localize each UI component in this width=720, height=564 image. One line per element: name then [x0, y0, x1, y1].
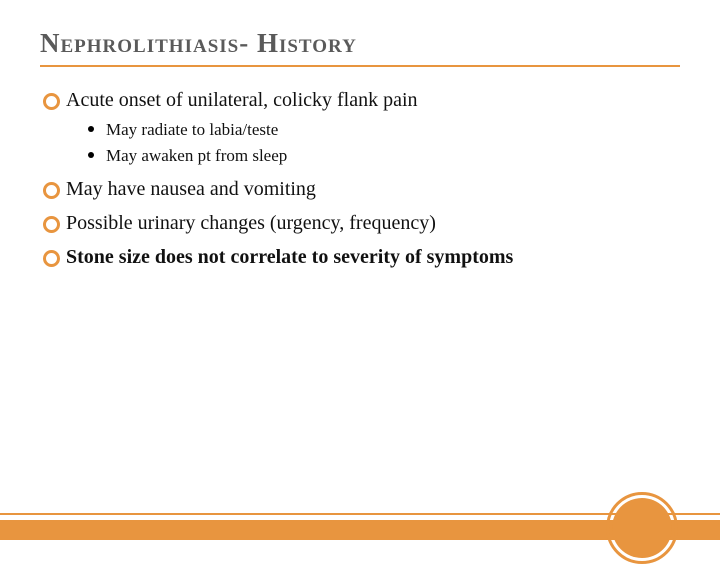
list-item: May have nausea and vomiting [40, 174, 680, 204]
list-item: Possible urinary changes (urgency, frequ… [40, 208, 680, 238]
list-item-text: Possible urinary changes (urgency, frequ… [66, 212, 436, 234]
decorative-circle-fill [612, 498, 672, 558]
slide-title: Nephrolithiasis- History [40, 28, 680, 67]
sub-bullet-list: May radiate to labia/teste May awaken pt… [66, 117, 680, 168]
list-item-text: Acute onset of unilateral, colicky flank… [66, 89, 418, 111]
sub-list-item: May radiate to labia/teste [88, 117, 680, 143]
list-item-text-bold: Stone size does not correlate to severit… [66, 246, 513, 268]
sub-list-item: May awaken pt from sleep [88, 143, 680, 169]
slide-content: Acute onset of unilateral, colicky flank… [40, 85, 680, 272]
list-item: Stone size does not correlate to severit… [40, 242, 680, 272]
list-item-text: May have nausea and vomiting [66, 178, 316, 200]
list-item: Acute onset of unilateral, colicky flank… [40, 85, 680, 168]
bullet-list: Acute onset of unilateral, colicky flank… [40, 85, 680, 272]
slide: Nephrolithiasis- History Acute onset of … [0, 0, 720, 540]
